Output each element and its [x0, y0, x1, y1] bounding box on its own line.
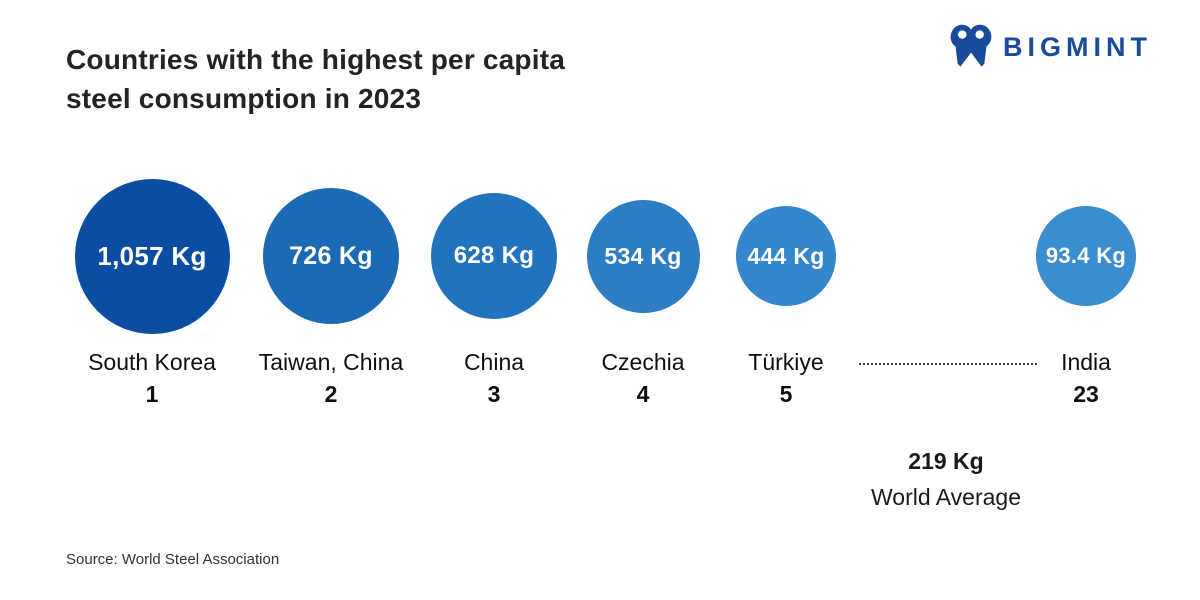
bubble-value: 444 Kg: [747, 242, 825, 269]
bubble: 726 Kg: [263, 188, 399, 324]
country-name: China: [463, 349, 525, 375]
country-rank: 4: [636, 381, 650, 407]
country-name: South Korea: [88, 349, 216, 375]
bubble: 628 Kg: [431, 193, 557, 319]
country-name: Czechia: [601, 349, 685, 375]
brand-name: BIGMINT: [1003, 31, 1152, 62]
bubble: 444 Kg: [736, 206, 836, 306]
world-average-annotation: 219 Kg World Average: [846, 448, 1046, 511]
country-name: Taiwan, China: [258, 349, 404, 375]
bubble-value: 628 Kg: [453, 242, 535, 269]
bubble-value: 93.4 Kg: [1045, 243, 1127, 268]
rank-gap-dotted-line: [859, 363, 1037, 365]
source-note: Source: World Steel Association: [66, 551, 280, 568]
country-rank: 2: [324, 381, 338, 407]
world-average-caption: World Average: [870, 484, 1022, 510]
country-rank: 3: [487, 381, 501, 407]
page-title: Countries with the highest per capita st…: [66, 40, 565, 118]
bubble: 534 Kg: [586, 199, 700, 313]
bubble: 1,057 Kg: [74, 178, 230, 334]
bubble-value: 1,057 Kg: [97, 240, 207, 271]
page-title-line1: Countries with the highest per capita: [66, 44, 566, 75]
bubble-value: 726 Kg: [289, 241, 373, 270]
world-average-value: 219 Kg: [908, 448, 984, 474]
page-title-line2: steel consumption in 2023: [66, 83, 422, 114]
country-item: 534 Kg Czechia 4: [533, 0, 753, 600]
bubble: 93.4 Kg: [1036, 206, 1136, 306]
bigmint-icon: [948, 22, 994, 72]
country-rank: 5: [779, 381, 793, 407]
brand-logo: BIGMINT: [948, 22, 1152, 72]
country-rank: 23: [1073, 381, 1099, 407]
country-rank: 1: [145, 381, 159, 407]
bubble-value: 534 Kg: [604, 242, 682, 269]
